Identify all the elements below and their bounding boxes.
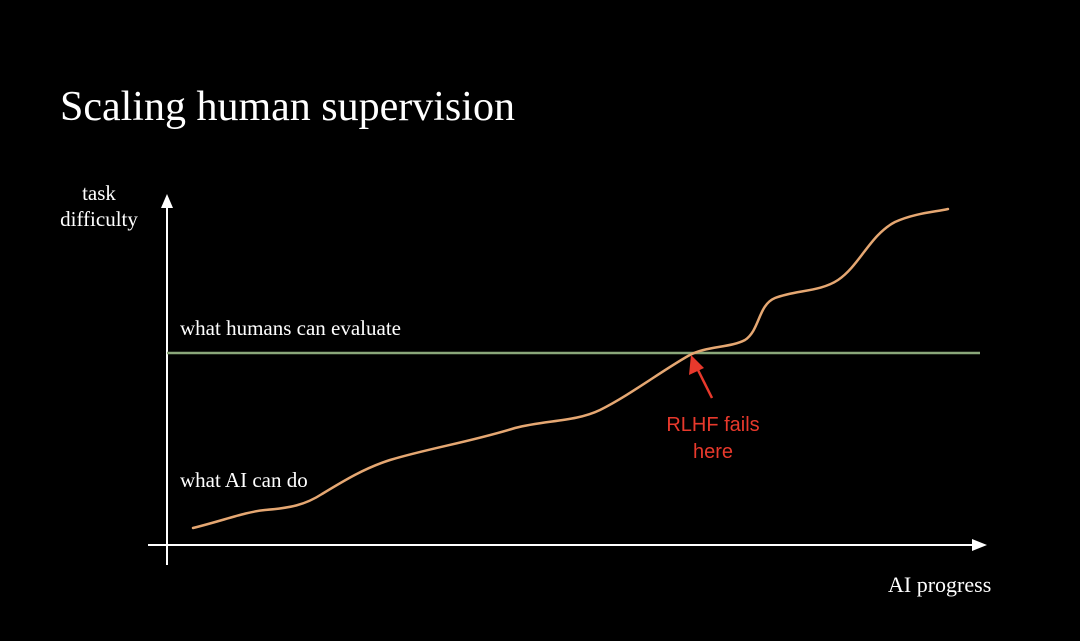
rlhf-fails-annotation: RLHF fails here [652,412,774,466]
slide-title: Scaling human supervision [60,84,515,130]
y-axis-label-line-1: task [82,181,116,205]
annotation-arrow-shaft [696,369,714,399]
ai-capability-label: what AI can do [180,468,308,492]
human-evaluation-label: what humans can evaluate [180,316,401,340]
annotation-line-2: here [692,441,734,463]
annotation-line-1: RLHF fails [666,414,760,436]
ai-capability-curve [191,207,950,530]
annotation-arrowhead [689,355,704,375]
x-axis-arrowhead [972,539,987,551]
y-axis-label: task difficulty [40,180,158,232]
x-axis-label: AI progress [888,572,992,597]
y-axis-label-line-2: difficulty [60,207,138,231]
y-axis-arrowhead [161,194,173,208]
